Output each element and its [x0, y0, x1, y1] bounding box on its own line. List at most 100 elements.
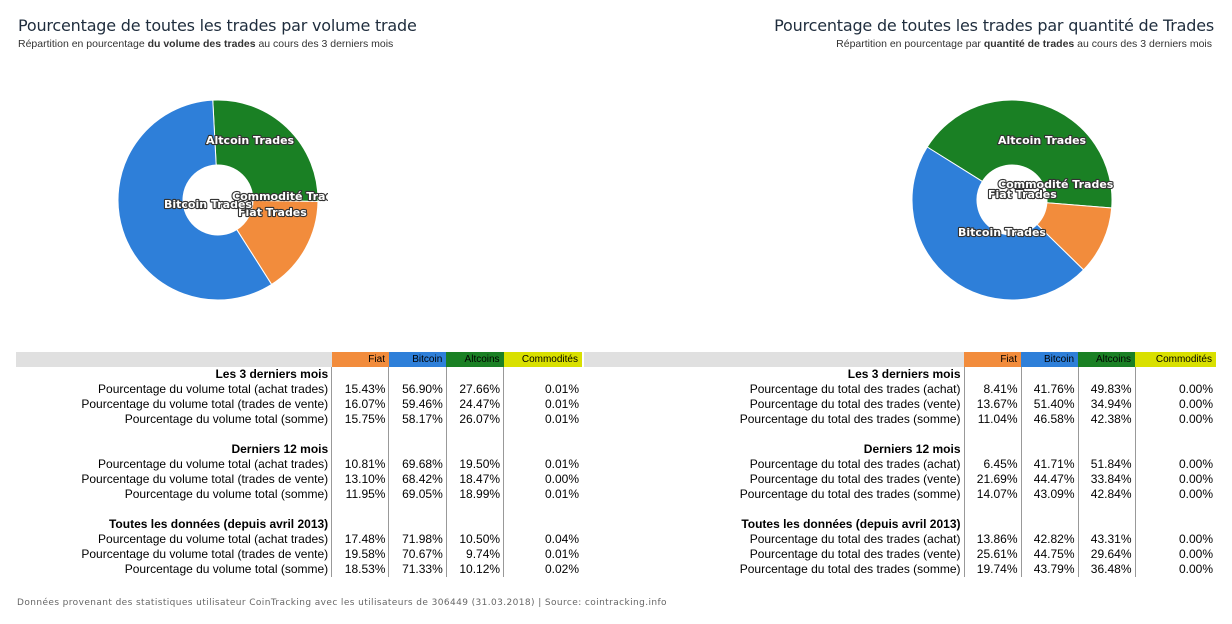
- row-label: Pourcentage du volume total (trades de v…: [81, 472, 329, 486]
- row-label: Pourcentage du total des trades (somme): [739, 562, 961, 576]
- cell-commodites: 0.00%: [1134, 472, 1216, 487]
- volume-stats-table: Fiat Bitcoin Altcoins Commodités Les 3 derni…: [16, 352, 582, 577]
- section-row: Toutes les données (depuis avril 2013): [16, 517, 582, 532]
- cell-fiat: 19.74%: [963, 562, 1021, 577]
- cell-bitcoin: 42.82%: [1020, 532, 1078, 547]
- table-row: Pourcentage du volume total (achat trade…: [16, 532, 582, 547]
- cell-altcoins: 36.48%: [1077, 562, 1135, 577]
- chart-title: Pourcentage de toutes les trades par vol…: [18, 16, 417, 35]
- cell-fiat: 13.86%: [963, 532, 1021, 547]
- cell-commodites: 0.00%: [1134, 532, 1216, 547]
- row-label: Pourcentage du volume total (somme): [124, 487, 329, 501]
- cell-altcoins: 9.74%: [445, 547, 504, 562]
- slice-commodites-label: Commodité Trades: [998, 178, 1114, 191]
- slice-bitcoin-label: Bitcoin Trades: [164, 198, 252, 211]
- table-row: Pourcentage du volume total (somme) 11.95…: [16, 487, 582, 502]
- cell-fiat: 11.04%: [963, 412, 1021, 427]
- section-row: Derniers 12 mois: [16, 442, 582, 457]
- header-commodites: Commodités: [1135, 352, 1216, 367]
- section-row: Toutes les données (depuis avril 2013): [584, 517, 1216, 532]
- cell-fiat: 15.43%: [331, 382, 389, 397]
- cell-commodites: 0.00%: [1134, 562, 1216, 577]
- table-header-row: Fiat Bitcoin Altcoins Commodités: [16, 352, 582, 367]
- cell-bitcoin: 58.17%: [388, 412, 447, 427]
- slice-commodites-label: Commodité Trades: [232, 190, 328, 203]
- row-label: Pourcentage du total des trades (vente): [749, 472, 961, 486]
- table-row: Pourcentage du total des trades (somme) 1…: [584, 562, 1216, 577]
- row-label: Pourcentage du total des trades (achat): [749, 382, 961, 396]
- row-label: Pourcentage du volume total (somme): [124, 562, 329, 576]
- cell-commodites: 0.01%: [503, 547, 582, 562]
- cell-bitcoin: 41.76%: [1020, 382, 1078, 397]
- table-row: Pourcentage du total des trades (achat) 1…: [584, 532, 1216, 547]
- cell-bitcoin: 69.05%: [388, 487, 447, 502]
- slice-altcoins-label: Altcoin Trades: [206, 134, 295, 147]
- cell-altcoins: 18.47%: [445, 472, 504, 487]
- cell-fiat: 19.58%: [331, 547, 389, 562]
- chart-title: Pourcentage de toutes les trades par qua…: [774, 16, 1214, 35]
- cell-commodites: 0.01%: [503, 412, 582, 427]
- cell-altcoins: 10.50%: [445, 532, 504, 547]
- row-label: Pourcentage du total des trades (vente): [749, 397, 961, 411]
- header-commodites: Commodités: [503, 352, 582, 367]
- cell-altcoins: 29.64%: [1077, 547, 1135, 562]
- table-header-row: Fiat Bitcoin Altcoins Commodités: [584, 352, 1216, 367]
- table-row: Pourcentage du total des trades (vente) 2…: [584, 472, 1216, 487]
- table-row: Pourcentage du volume total (achat trade…: [16, 457, 582, 472]
- cell-bitcoin: 41.71%: [1020, 457, 1078, 472]
- section-title: Derniers 12 mois: [863, 442, 961, 456]
- row-label: Pourcentage du volume total (trades de v…: [81, 397, 329, 411]
- row-label: Pourcentage du total des trades (achat): [749, 532, 961, 546]
- header-fiat: Fiat: [964, 352, 1021, 367]
- slice-altcoins: [926, 99, 1113, 209]
- cell-altcoins: 24.47%: [445, 397, 504, 412]
- row-label: Pourcentage du volume total (achat trade…: [98, 532, 329, 546]
- table-row: Pourcentage du volume total (trades de v…: [16, 547, 582, 562]
- cell-fiat: 25.61%: [963, 547, 1021, 562]
- header-altcoins: Altcoins: [446, 352, 504, 367]
- spacer-row: [16, 502, 582, 517]
- table-row: Pourcentage du total des trades (somme) 1…: [584, 412, 1216, 427]
- table-row: Pourcentage du total des trades (achat) 8…: [584, 382, 1216, 397]
- cell-bitcoin: 56.90%: [388, 382, 447, 397]
- cell-altcoins: 34.94%: [1077, 397, 1135, 412]
- cell-commodites: 0.01%: [503, 457, 582, 472]
- header-fiat: Fiat: [331, 352, 389, 367]
- slice-altcoins-label: Altcoin Trades: [998, 134, 1087, 147]
- section-title: Derniers 12 mois: [231, 442, 329, 456]
- cell-bitcoin: 43.79%: [1020, 562, 1078, 577]
- cell-commodites: 0.02%: [503, 562, 582, 577]
- row-label: Pourcentage du volume total (achat trade…: [98, 457, 329, 471]
- row-label: Pourcentage du total des trades (somme): [739, 412, 961, 426]
- row-label: Pourcentage du volume total (trades de v…: [81, 547, 329, 561]
- count-stats-table: Fiat Bitcoin Altcoins Commodités Les 3 derni…: [584, 352, 1216, 577]
- row-label: Pourcentage du total des trades (achat): [749, 457, 961, 471]
- row-label: Pourcentage du total des trades (vente): [749, 547, 961, 561]
- cell-fiat: 11.95%: [331, 487, 389, 502]
- spacer-row: [584, 427, 1216, 442]
- table-row: Pourcentage du volume total (trades de v…: [16, 397, 582, 412]
- slice-fiat-label: Fiat Trades: [988, 188, 1057, 201]
- cell-altcoins: 51.84%: [1077, 457, 1135, 472]
- chart-subtitle: Répartition en pourcentage par quantité …: [836, 38, 1212, 50]
- cell-fiat: 13.10%: [331, 472, 389, 487]
- cell-fiat: 14.07%: [963, 487, 1021, 502]
- cell-fiat: 10.81%: [331, 457, 389, 472]
- cell-commodites: 0.00%: [1134, 412, 1216, 427]
- slice-bitcoin: [117, 99, 273, 301]
- cell-bitcoin: 69.68%: [388, 457, 447, 472]
- table-row: Pourcentage du total des trades (somme) 1…: [584, 487, 1216, 502]
- cell-fiat: 18.53%: [331, 562, 389, 577]
- cell-bitcoin: 70.67%: [388, 547, 447, 562]
- cell-fiat: 17.48%: [331, 532, 389, 547]
- slice-fiat-label: Fiat Trades: [238, 206, 307, 219]
- spacer-row: [584, 502, 1216, 517]
- table-row: Pourcentage du volume total (achat trade…: [16, 382, 582, 397]
- cell-commodites: 0.00%: [1134, 487, 1216, 502]
- cell-bitcoin: 44.75%: [1020, 547, 1078, 562]
- section-row: Derniers 12 mois: [584, 442, 1216, 457]
- cell-altcoins: 26.07%: [445, 412, 504, 427]
- cell-bitcoin: 71.98%: [388, 532, 447, 547]
- slice-bitcoin-label: Bitcoin Trades: [958, 226, 1046, 239]
- row-label: Pourcentage du total des trades (somme): [739, 487, 961, 501]
